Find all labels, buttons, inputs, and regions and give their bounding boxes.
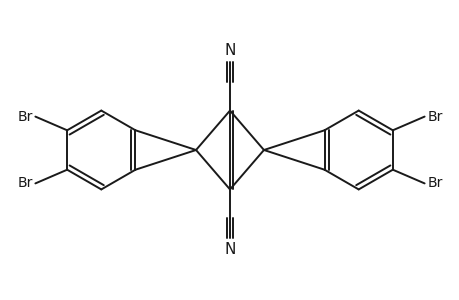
Text: Br: Br [426,110,442,124]
Text: Br: Br [426,176,442,190]
Text: N: N [224,43,235,58]
Text: Br: Br [17,176,33,190]
Text: N: N [224,242,235,257]
Text: Br: Br [17,110,33,124]
